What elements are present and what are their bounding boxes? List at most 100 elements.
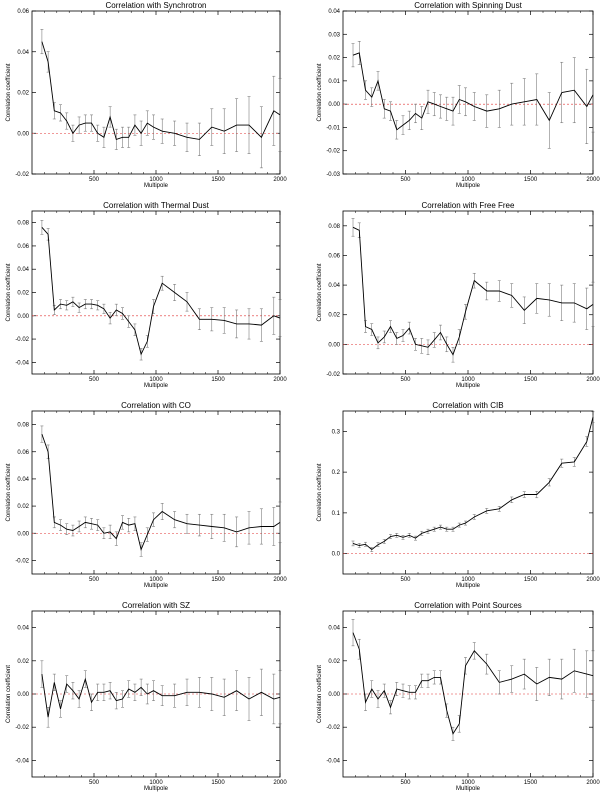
- x-axis-label: Multipole: [456, 786, 481, 792]
- y-tick-label: 0.02: [17, 504, 29, 510]
- y-tick-label: 0.08: [328, 224, 340, 230]
- x-axis-label: Multipole: [456, 583, 481, 589]
- y-tick-label: -0.04: [15, 758, 29, 764]
- y-tick-label: -0.02: [15, 558, 29, 564]
- series-line: [41, 433, 281, 551]
- y-tick-label: 0.00: [17, 531, 29, 537]
- x-tick-label: 1500: [524, 177, 538, 183]
- y-tick-label: 0.02: [328, 313, 340, 319]
- x-axis-label: Multipole: [144, 383, 169, 389]
- chart-title: Correlation with Synchrotron: [106, 1, 207, 10]
- x-tick-label: 1500: [211, 377, 225, 383]
- x-tick-label: 2000: [273, 577, 287, 583]
- y-tick-label: 0.06: [328, 253, 340, 259]
- y-axis-label: Correlation coefficient: [6, 263, 12, 321]
- y-tick-label: 0.04: [17, 477, 29, 483]
- y-tick-label: 0.06: [17, 9, 29, 15]
- y-tick-label: 0.04: [328, 9, 340, 15]
- plot-frame: [342, 410, 594, 575]
- chart-panel-2: Correlation with Spinning Dust 500 1000 150…: [317, 1, 600, 189]
- x-axis-label: Multipole: [456, 383, 481, 389]
- y-tick-label: 0.06: [17, 244, 29, 250]
- y-tick-label: 0.0: [332, 552, 341, 558]
- x-tick-label: 500: [400, 177, 411, 183]
- y-tick-label: 0.02: [17, 659, 29, 665]
- x-tick-label: 1000: [461, 577, 475, 583]
- x-tick-label: 2000: [273, 780, 287, 786]
- x-tick-label: 2000: [586, 177, 600, 183]
- chart-title: Correlation with Free Free: [422, 201, 515, 210]
- y-axis-label: Correlation coefficient: [317, 63, 323, 121]
- chart-panel-6: Correlation with CIB 500 1000 1500 2000 Multi…: [317, 401, 600, 589]
- y-tick-label: -0.02: [326, 149, 340, 155]
- x-tick-label: 1500: [524, 377, 538, 383]
- x-tick-label: 1500: [211, 177, 225, 183]
- y-tick-label: 0.00: [328, 692, 340, 698]
- chart-panel-8: Correlation with Point Sources 500 1000 150…: [317, 601, 600, 792]
- x-tick-label: 1000: [149, 377, 163, 383]
- y-axis-label: Correlation coefficient: [6, 63, 12, 121]
- y-tick-label: 0.02: [328, 56, 340, 62]
- x-tick-label: 1500: [211, 780, 225, 786]
- chart-title: Correlation with Thermal Dust: [103, 201, 209, 210]
- y-axis-label: Correlation coefficient: [317, 263, 323, 321]
- x-tick-label: 500: [89, 177, 100, 183]
- y-tick-label: -0.02: [326, 725, 340, 731]
- plot-frame: [31, 10, 281, 175]
- y-tick-label: 0.03: [328, 32, 340, 38]
- x-tick-label: 1000: [461, 177, 475, 183]
- x-tick-label: 1000: [149, 780, 163, 786]
- x-tick-label: 2000: [273, 177, 287, 183]
- x-tick-label: 500: [89, 377, 100, 383]
- x-tick-label: 1000: [149, 177, 163, 183]
- y-tick-label: -0.02: [15, 337, 29, 343]
- y-tick-label: 0.02: [17, 291, 29, 297]
- y-tick-label: 0.02: [17, 91, 29, 97]
- y-tick-label: 0.3: [332, 429, 341, 435]
- y-tick-label: 0.00: [328, 102, 340, 108]
- y-axis-label: Correlation coefficient: [6, 665, 12, 723]
- x-tick-label: 500: [89, 577, 100, 583]
- series-line: [41, 41, 281, 140]
- x-tick-label: 2000: [273, 377, 287, 383]
- chart-panel-4: Correlation with Free Free 500 1000 1500 200…: [317, 201, 600, 389]
- chart-panel-3: Correlation with Thermal Dust 500 1000 1500…: [6, 201, 287, 389]
- y-tick-label: 0.1: [332, 511, 341, 517]
- y-axis-label: Correlation coefficient: [6, 463, 12, 521]
- series-line: [352, 52, 594, 131]
- y-tick-label: 0.01: [328, 79, 340, 85]
- x-tick-label: 1000: [461, 377, 475, 383]
- chart-panel-1: Correlation with Synchrotron 500 1000 1500 2…: [6, 1, 287, 189]
- y-tick-label: -0.02: [15, 172, 29, 178]
- x-tick-label: 2000: [586, 577, 600, 583]
- series-line: [41, 227, 281, 356]
- x-tick-label: 500: [400, 780, 411, 786]
- x-tick-label: 1500: [524, 577, 538, 583]
- x-tick-label: 500: [400, 377, 411, 383]
- x-tick-label: 500: [400, 577, 411, 583]
- chart-title: Correlation with Point Sources: [414, 601, 522, 610]
- y-tick-label: 0.00: [328, 342, 340, 348]
- plot-frame: [31, 210, 281, 375]
- plot-frame: [31, 410, 281, 575]
- y-tick-label: 0.04: [328, 283, 340, 289]
- y-tick-label: 0.08: [17, 221, 29, 227]
- y-tick-label: 0.02: [328, 659, 340, 665]
- y-tick-label: 0.04: [17, 50, 29, 56]
- x-axis-label: Multipole: [144, 786, 169, 792]
- y-tick-label: 0.06: [17, 450, 29, 456]
- series-line: [352, 226, 594, 356]
- y-tick-label: 0.00: [17, 314, 29, 320]
- x-axis-label: Multipole: [144, 583, 169, 589]
- x-tick-label: 1000: [461, 780, 475, 786]
- y-tick-label: 0.08: [17, 423, 29, 429]
- y-axis-label: Correlation coefficient: [317, 665, 323, 723]
- y-tick-label: 0.04: [17, 267, 29, 273]
- chart-title: Correlation with CIB: [432, 401, 503, 410]
- series-line: [352, 416, 594, 551]
- series-line: [41, 674, 281, 718]
- y-tick-label: -0.04: [15, 360, 29, 366]
- y-tick-label: 0.04: [328, 626, 340, 632]
- chart-panel-7: Correlation with SZ 500 1000 1500 2000 Multip…: [6, 601, 287, 792]
